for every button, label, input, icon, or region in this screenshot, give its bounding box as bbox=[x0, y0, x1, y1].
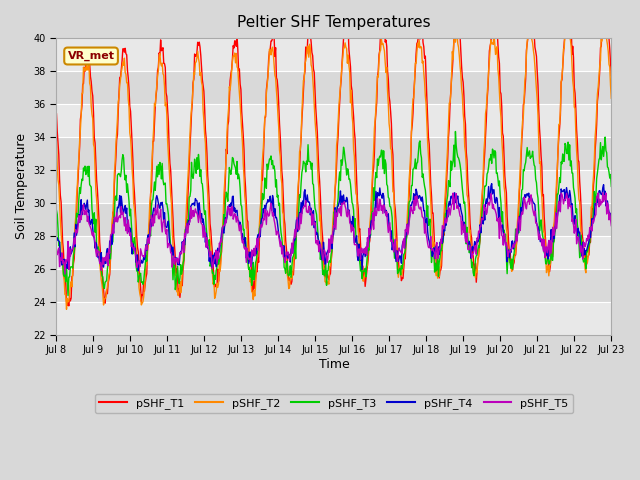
Line: pSHF_T4: pSHF_T4 bbox=[56, 184, 611, 271]
pSHF_T2 bbox=[419, 60, 426, 66]
pSHF_T5 bbox=[599, 190, 607, 195]
Line: pSHF_T1: pSHF_T1 bbox=[56, 9, 611, 306]
pSHF_T5 bbox=[177, 250, 184, 255]
Title: Peltier SHF Temperatures: Peltier SHF Temperatures bbox=[237, 15, 431, 30]
pSHF_T1 bbox=[52, 111, 60, 117]
pSHF_T4 bbox=[52, 238, 60, 243]
pSHF_T5 bbox=[120, 223, 128, 229]
pSHF_T5 bbox=[419, 214, 426, 220]
pSHF_T1 bbox=[206, 221, 214, 227]
Line: pSHF_T2: pSHF_T2 bbox=[56, 19, 611, 309]
pSHF_T3 bbox=[419, 174, 426, 180]
pSHF_T3 bbox=[52, 207, 60, 213]
pSHF_T1 bbox=[527, 6, 534, 12]
pSHF_T1 bbox=[419, 24, 426, 30]
pSHF_T3 bbox=[402, 239, 410, 245]
pSHF_T1 bbox=[402, 239, 410, 244]
pSHF_T2 bbox=[63, 306, 70, 312]
pSHF_T2 bbox=[120, 55, 128, 61]
Bar bbox=[56, 203, 611, 236]
pSHF_T2 bbox=[206, 236, 214, 242]
Bar bbox=[56, 71, 611, 104]
pSHF_T4 bbox=[134, 268, 142, 274]
pSHF_T1 bbox=[65, 303, 73, 309]
pSHF_T5 bbox=[61, 271, 69, 277]
pSHF_T5 bbox=[402, 229, 410, 235]
pSHF_T4 bbox=[419, 194, 426, 200]
pSHF_T2 bbox=[63, 296, 71, 301]
pSHF_T1 bbox=[177, 284, 184, 290]
pSHF_T4 bbox=[402, 232, 410, 238]
Text: VR_met: VR_met bbox=[68, 51, 115, 61]
pSHF_T3 bbox=[607, 183, 615, 189]
Line: pSHF_T5: pSHF_T5 bbox=[56, 192, 611, 274]
pSHF_T1 bbox=[63, 298, 70, 304]
pSHF_T4 bbox=[607, 216, 615, 222]
pSHF_T4 bbox=[63, 262, 70, 267]
pSHF_T3 bbox=[63, 264, 70, 270]
Legend: pSHF_T1, pSHF_T2, pSHF_T3, pSHF_T4, pSHF_T5: pSHF_T1, pSHF_T2, pSHF_T3, pSHF_T4, pSHF… bbox=[95, 394, 573, 413]
Bar bbox=[56, 137, 611, 170]
Bar bbox=[56, 269, 611, 302]
pSHF_T3 bbox=[64, 293, 72, 299]
pSHF_T4 bbox=[177, 249, 184, 254]
pSHF_T2 bbox=[563, 16, 571, 22]
pSHF_T3 bbox=[452, 129, 460, 134]
pSHF_T3 bbox=[206, 264, 214, 269]
pSHF_T4 bbox=[488, 181, 495, 187]
pSHF_T3 bbox=[120, 170, 128, 176]
pSHF_T4 bbox=[206, 250, 214, 256]
pSHF_T5 bbox=[63, 257, 71, 263]
pSHF_T1 bbox=[120, 49, 128, 55]
X-axis label: Time: Time bbox=[319, 358, 349, 371]
pSHF_T1 bbox=[607, 72, 615, 78]
pSHF_T2 bbox=[52, 139, 60, 144]
pSHF_T3 bbox=[177, 262, 184, 267]
pSHF_T5 bbox=[52, 249, 60, 255]
pSHF_T2 bbox=[402, 233, 410, 239]
pSHF_T5 bbox=[607, 223, 615, 228]
Y-axis label: Soil Temperature: Soil Temperature bbox=[15, 133, 28, 240]
pSHF_T5 bbox=[206, 254, 214, 260]
Line: pSHF_T3: pSHF_T3 bbox=[56, 132, 611, 296]
pSHF_T2 bbox=[177, 290, 184, 296]
pSHF_T4 bbox=[120, 210, 127, 216]
pSHF_T2 bbox=[607, 96, 615, 101]
